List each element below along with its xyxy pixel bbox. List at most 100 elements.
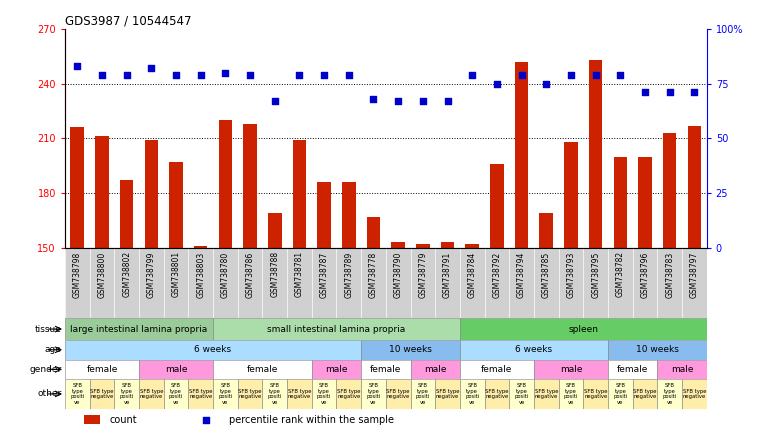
Text: GSM738784: GSM738784 xyxy=(468,251,477,297)
Text: SFB type
negative: SFB type negative xyxy=(584,389,607,399)
Point xyxy=(195,71,207,79)
Text: SFB type
negative: SFB type negative xyxy=(435,389,459,399)
Bar xyxy=(416,244,429,248)
Point xyxy=(318,71,330,79)
Bar xyxy=(608,379,633,409)
Point xyxy=(664,89,676,96)
Point xyxy=(145,65,157,72)
Bar xyxy=(213,318,460,340)
Text: SFB type
negative: SFB type negative xyxy=(485,389,509,399)
Text: male: male xyxy=(671,365,693,374)
Point xyxy=(516,71,528,79)
Bar xyxy=(490,164,503,248)
Bar xyxy=(293,140,306,248)
Bar xyxy=(435,379,460,409)
Text: GSM738792: GSM738792 xyxy=(492,251,501,297)
Point xyxy=(540,80,552,87)
Text: male: male xyxy=(165,365,187,374)
Text: GSM738785: GSM738785 xyxy=(542,251,551,297)
Bar xyxy=(558,379,583,409)
Bar xyxy=(65,318,213,340)
Point xyxy=(244,71,256,79)
Point xyxy=(293,71,306,79)
Point xyxy=(96,71,108,79)
Text: GSM738778: GSM738778 xyxy=(369,251,378,297)
Text: GSM738795: GSM738795 xyxy=(591,251,601,297)
Bar xyxy=(638,157,652,248)
Bar xyxy=(410,360,460,379)
Bar xyxy=(460,340,608,360)
Text: GSM738794: GSM738794 xyxy=(517,251,526,297)
Text: GSM738796: GSM738796 xyxy=(640,251,649,297)
Bar xyxy=(70,127,84,248)
Point xyxy=(590,71,602,79)
Bar xyxy=(589,60,603,248)
Text: female: female xyxy=(86,365,118,374)
Bar xyxy=(144,140,158,248)
Bar xyxy=(268,213,282,248)
Text: 6 weeks: 6 weeks xyxy=(516,345,552,354)
Text: small intestinal lamina propria: small intestinal lamina propria xyxy=(267,325,406,333)
Bar xyxy=(410,379,435,409)
Point xyxy=(466,71,478,79)
Bar xyxy=(564,142,578,248)
Bar xyxy=(663,133,676,248)
Bar xyxy=(361,360,410,379)
Point xyxy=(688,89,701,96)
Text: SFB
type
positi
ve: SFB type positi ve xyxy=(317,383,332,404)
Text: GSM738798: GSM738798 xyxy=(73,251,82,297)
Text: SFB
type
positi
ve: SFB type positi ve xyxy=(662,383,677,404)
Text: spleen: spleen xyxy=(568,325,598,333)
Text: GDS3987 / 10544547: GDS3987 / 10544547 xyxy=(65,15,192,28)
Bar xyxy=(534,360,608,379)
Bar xyxy=(243,124,257,248)
Bar xyxy=(312,379,336,409)
Text: GSM738801: GSM738801 xyxy=(171,251,180,297)
Point xyxy=(269,98,281,105)
Bar xyxy=(534,379,558,409)
Text: other: other xyxy=(37,389,62,398)
Bar xyxy=(65,340,361,360)
Text: GSM738793: GSM738793 xyxy=(566,251,575,297)
Text: 10 weeks: 10 weeks xyxy=(636,345,678,354)
Text: SFB
type
positi
ve: SFB type positi ve xyxy=(416,383,430,404)
Point xyxy=(200,416,212,423)
Bar xyxy=(465,244,479,248)
Text: SFB
type
positi
ve: SFB type positi ve xyxy=(267,383,282,404)
Text: GSM738789: GSM738789 xyxy=(345,251,353,297)
Point xyxy=(367,95,380,103)
Bar xyxy=(287,379,312,409)
Point xyxy=(614,71,626,79)
Text: GSM738791: GSM738791 xyxy=(443,251,452,297)
Text: percentile rank within the sample: percentile rank within the sample xyxy=(228,415,393,425)
Text: male: male xyxy=(325,365,348,374)
Text: GSM738797: GSM738797 xyxy=(690,251,699,297)
Text: SFB type
negative: SFB type negative xyxy=(140,389,163,399)
Bar xyxy=(682,379,707,409)
Point xyxy=(639,89,651,96)
Text: GSM738787: GSM738787 xyxy=(319,251,329,297)
Point xyxy=(490,80,503,87)
Bar xyxy=(84,415,100,424)
Bar xyxy=(539,213,553,248)
Bar xyxy=(657,360,707,379)
Bar xyxy=(367,217,380,248)
Text: SFB type
negative: SFB type negative xyxy=(337,389,361,399)
Text: SFB
type
positi
ve: SFB type positi ve xyxy=(613,383,627,404)
Bar xyxy=(312,360,361,379)
Text: GSM738803: GSM738803 xyxy=(196,251,206,297)
Text: female: female xyxy=(370,365,402,374)
Bar xyxy=(336,379,361,409)
Text: GSM738800: GSM738800 xyxy=(98,251,106,297)
Bar xyxy=(583,379,608,409)
Bar xyxy=(189,379,213,409)
Text: GSM738786: GSM738786 xyxy=(245,251,254,297)
Bar xyxy=(688,126,701,248)
Point xyxy=(219,69,231,76)
Bar xyxy=(633,379,657,409)
Bar xyxy=(484,379,510,409)
Point xyxy=(343,71,355,79)
Bar xyxy=(441,242,455,248)
Point xyxy=(416,98,429,105)
Text: SFB type
negative: SFB type negative xyxy=(682,389,706,399)
